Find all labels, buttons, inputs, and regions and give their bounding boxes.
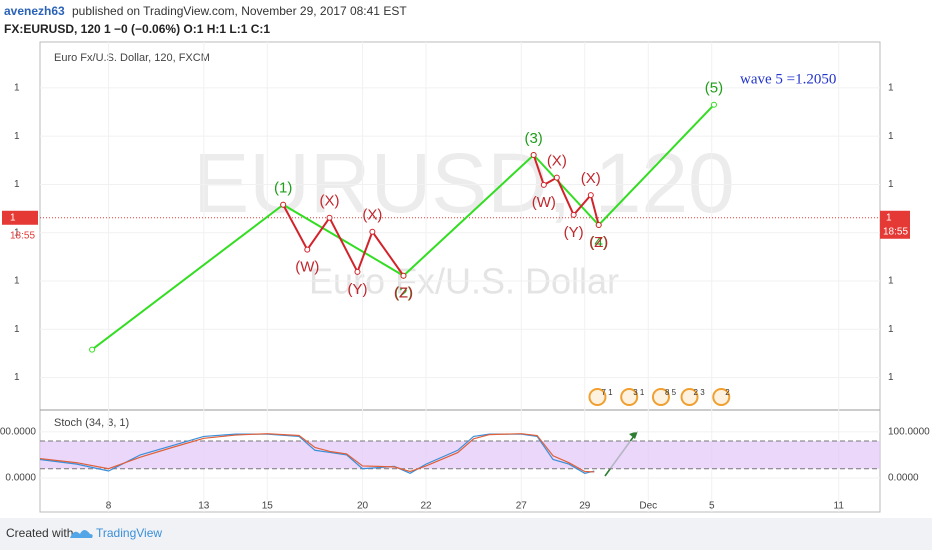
arrow-head [629, 431, 638, 439]
wave-point [354, 268, 361, 275]
y-tick-label-right: 1 [888, 276, 894, 287]
wave-point [710, 101, 717, 108]
y-tick-label: 1 [14, 324, 20, 335]
wave-label: (X) [547, 153, 567, 170]
x-tick-label: 13 [198, 501, 210, 512]
wave-label: (X) [581, 170, 601, 187]
series-line [39, 433, 595, 473]
x-tick-label: 8 [106, 501, 112, 512]
wave-label: (5) [705, 80, 723, 97]
footer-brand: TradingView [96, 526, 162, 540]
wave-label: (W) [295, 259, 319, 276]
published: published on TradingView.com, November 2… [72, 4, 407, 18]
wave-point [89, 346, 96, 353]
footer-bar [0, 518, 932, 550]
wave-label: (Z) [394, 285, 413, 302]
chart-title: Euro Fx/U.S. Dollar, 120, FXCM [54, 52, 210, 64]
event-icon [651, 388, 670, 406]
y-tick-label-right: 1 [888, 179, 894, 190]
wave-label: (Z) [589, 234, 608, 251]
wave-point [587, 192, 594, 199]
brand-logo [70, 530, 93, 538]
y-tick-label-right: 1 [888, 131, 894, 142]
y-tick-label-right: 1 [888, 83, 894, 94]
y-tick-label-right: 100.0000 [888, 426, 930, 437]
wave-point [304, 246, 311, 253]
y-tick-label: 1 [14, 372, 20, 383]
wave-label: (Y) [347, 281, 367, 298]
wave-label: (3) [524, 130, 542, 147]
wave-label: (X) [362, 207, 382, 224]
wave-label: (Y) [564, 224, 584, 241]
wave-point [595, 222, 602, 228]
wave-point [553, 174, 560, 181]
wave-point [540, 181, 547, 188]
x-tick-label: 27 [516, 501, 528, 512]
x-tick-label: 20 [357, 501, 369, 512]
event-label: 8 5 [665, 388, 677, 397]
annotation: wave 5 =1.2050 [740, 71, 836, 87]
event-label: 2 [725, 388, 730, 397]
y-tick-label: 1 [14, 179, 20, 190]
event-label: 3 1 [633, 388, 645, 397]
price-box [2, 210, 38, 225]
y-tick-label: 1 [14, 227, 20, 238]
y-tick-label-right: 0.0000 [888, 473, 919, 484]
x-tick-label: Dec [639, 501, 657, 512]
countdown-left: 18:55 [10, 230, 35, 241]
stoch-band [40, 441, 880, 469]
price-box-right [880, 210, 910, 239]
stoch-title: Stoch (34, 3, 1) [54, 417, 129, 429]
wave-label: (2) [394, 285, 412, 302]
event-icon [620, 388, 639, 406]
watermark: EURUSD, 120 [193, 136, 735, 230]
wave-label: (1) [274, 180, 292, 197]
x-tick-label: 5 [709, 501, 715, 512]
wave-label: (4) [590, 234, 608, 251]
y-tick-label: 100.0000 [0, 426, 36, 437]
y-tick-label: 1 [14, 83, 20, 94]
x-tick-label: 11 [834, 501, 845, 512]
price-label-right: 1 [886, 212, 892, 223]
event-label: 2 3 [694, 388, 706, 397]
x-tick-label: 15 [262, 501, 274, 512]
footer-created: Created with [6, 526, 73, 540]
wave-point [570, 211, 577, 218]
x-tick-label: 22 [420, 501, 432, 512]
series-line [532, 154, 600, 226]
wave-point [369, 228, 376, 235]
y-tick-label-right: 1 [888, 324, 894, 335]
wave-point [280, 201, 287, 208]
series-line [282, 204, 405, 277]
y-tick-label: 1 [14, 131, 20, 142]
x-tick-label: 29 [579, 501, 591, 512]
y-tick-label: 0.0000 [5, 473, 36, 484]
wave-label: (X) [320, 193, 340, 210]
author: avenezh63 [4, 4, 65, 18]
y-tick-label: 1 [14, 276, 20, 287]
wave-point [400, 272, 407, 279]
series-line [91, 104, 715, 351]
y-tick-label-right: 1 [888, 372, 894, 383]
symbol-line: FX:EURUSD, 120 1 −0 (−0.06%) O:1 H:1 L:1… [4, 22, 270, 36]
event-icon [680, 388, 699, 406]
chart-frame [39, 41, 881, 513]
countdown: 18:55 [883, 226, 908, 237]
event-icon [588, 388, 607, 406]
wave-point [326, 214, 333, 221]
price-label: 1 [10, 212, 16, 223]
event-label: 7 1 [601, 388, 613, 397]
event-icon [712, 388, 731, 406]
wave-label: (W) [532, 194, 556, 211]
wave-point [530, 151, 537, 158]
